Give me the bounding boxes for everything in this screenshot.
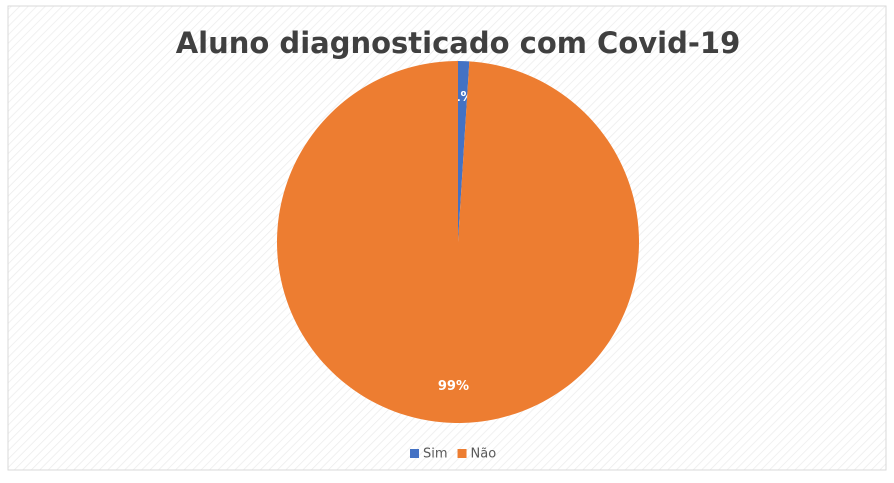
pie-slice — [276, 61, 639, 424]
legend-swatch — [457, 449, 467, 458]
pie-slice — [458, 61, 470, 242]
legend-swatch — [410, 449, 419, 458]
legend-label: Não — [471, 447, 497, 462]
chart-title: Aluno diagnosticado com Covid-19 — [176, 26, 741, 60]
data-label: 99% — [438, 379, 469, 394]
legend-label: Sim — [423, 447, 448, 462]
